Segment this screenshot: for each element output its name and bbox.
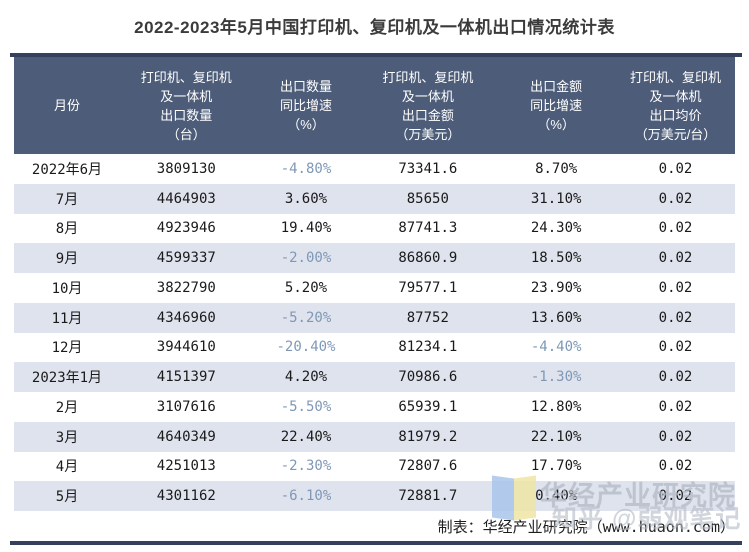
cell-quantity-growth: -2.00%: [280, 250, 332, 267]
column-header-avg-price: 打印机、复印机 及一体机 出口均价 （万美元/台）: [616, 57, 735, 154]
column-header-value-growth: 出口金额 同比增速 （%）: [496, 57, 616, 154]
cell-quantity-growth: -2.30%: [280, 458, 332, 475]
cell-quantity: 3822790: [156, 279, 216, 296]
cell-avg-price: 0.02: [658, 279, 693, 296]
table-top-border: [10, 53, 742, 57]
cell-quantity-growth: -20.40%: [276, 339, 336, 356]
cell-value: 81234.1: [398, 339, 458, 356]
cell-quantity: 3107616: [156, 398, 216, 415]
column-header-export-value: 打印机、复印机 及一体机 出口金额 （万美元）: [359, 57, 497, 154]
cell-month: 10月: [51, 280, 83, 297]
cell-value-growth: 13.60%: [530, 309, 582, 326]
cell-avg-price: 0.02: [658, 369, 693, 386]
table-row: 8月 4923946 19.40% 87741.3 24.30% 0.02: [14, 214, 735, 244]
cell-value-growth: 18.50%: [530, 250, 582, 267]
column-header-export-quantity: 打印机、复印机 及一体机 出口数量 （台）: [119, 57, 253, 154]
cell-quantity: 3809130: [156, 160, 216, 177]
cell-quantity: 4346960: [156, 309, 216, 326]
table-row: 2月 3107616 -5.50% 65939.1 12.80% 0.02: [14, 392, 735, 422]
cell-value: 85650: [406, 190, 449, 207]
cell-value-growth: 31.10%: [530, 190, 582, 207]
cell-value-growth: -1.30%: [530, 369, 582, 386]
cell-quantity: 4923946: [156, 220, 216, 237]
table-row: 2022年6月 3809130 -4.80% 73341.6 8.70% 0.0…: [14, 154, 735, 184]
cell-month: 2023年1月: [31, 370, 103, 387]
cell-quantity-growth: 22.40%: [280, 428, 332, 445]
cell-month: 2022年6月: [31, 161, 103, 178]
cell-value: 72881.7: [398, 488, 458, 505]
cell-value: 70986.6: [398, 369, 458, 386]
cell-avg-price: 0.02: [658, 220, 693, 237]
cell-quantity-growth: -5.50%: [280, 398, 332, 415]
cell-value: 72807.6: [398, 458, 458, 475]
cell-avg-price: 0.02: [658, 428, 693, 445]
cell-value-growth: 23.90%: [530, 279, 582, 296]
table-bottom-border: [10, 541, 742, 545]
cell-quantity-growth: 5.20%: [284, 279, 328, 296]
cell-month: 8月: [55, 221, 79, 238]
cell-value-growth: 0.40%: [535, 488, 578, 505]
table-header-row: 月份 打印机、复印机 及一体机 出口数量 （台） 出口数量 同比增速 （%） 打…: [14, 57, 735, 154]
cell-value: 79577.1: [398, 279, 458, 296]
cell-value-growth: 8.70%: [535, 160, 578, 177]
cell-quantity: 4599337: [156, 250, 216, 267]
table-row: 2023年1月 4151397 4.20% 70986.6 -1.30% 0.0…: [14, 362, 735, 392]
column-header-quantity-growth: 出口数量 同比增速 （%）: [252, 57, 360, 154]
cell-month: 3月: [55, 429, 79, 446]
cell-avg-price: 0.02: [658, 190, 693, 207]
cell-value: 87741.3: [398, 220, 458, 237]
table-row: 4月 4251013 -2.30% 72807.6 17.70% 0.02: [14, 452, 735, 482]
cell-value: 86860.9: [398, 250, 458, 267]
cell-avg-price: 0.02: [658, 488, 693, 505]
cell-month: 7月: [55, 191, 79, 208]
cell-value-growth: 12.80%: [530, 398, 582, 415]
cell-month: 4月: [55, 459, 79, 476]
cell-quantity-growth: 19.40%: [280, 220, 332, 237]
table-row: 11月 4346960 -5.20% 87752 13.60% 0.02: [14, 302, 735, 333]
cell-quantity: 4251013: [156, 458, 216, 475]
cell-quantity-growth: 4.20%: [284, 369, 328, 386]
cell-avg-price: 0.02: [658, 398, 693, 415]
cell-value-growth: 22.10%: [530, 428, 582, 445]
cell-quantity-growth: 3.60%: [284, 190, 328, 207]
cell-quantity-growth: -5.20%: [280, 309, 332, 326]
cell-avg-price: 0.02: [658, 339, 693, 356]
cell-avg-price: 0.02: [658, 458, 693, 475]
cell-avg-price: 0.02: [658, 160, 693, 177]
cell-month: 11月: [51, 310, 83, 327]
cell-quantity: 4464903: [156, 190, 216, 207]
table-row: 3月 4640349 22.40% 81979.2 22.10% 0.02: [14, 421, 735, 452]
cell-value-growth: 24.30%: [530, 220, 582, 237]
cell-month: 9月: [55, 251, 79, 268]
cell-avg-price: 0.02: [658, 309, 693, 326]
cell-avg-price: 0.02: [658, 250, 693, 267]
export-statistics-table: 月份 打印机、复印机 及一体机 出口数量 （台） 出口数量 同比增速 （%） 打…: [14, 57, 735, 511]
cell-quantity: 4640349: [156, 428, 216, 445]
cell-quantity: 4151397: [156, 369, 216, 386]
credit-line: 制表：华经产业研究院（www.huaon.com）: [437, 518, 735, 536]
cell-value: 81979.2: [398, 428, 458, 445]
cell-value: 65939.1: [398, 398, 458, 415]
table-row: 9月 4599337 -2.00% 86860.9 18.50% 0.02: [14, 243, 735, 273]
table-row: 12月 3944610 -20.40% 81234.1 -4.40% 0.02: [14, 333, 735, 363]
cell-quantity-growth: -6.10%: [280, 488, 332, 505]
cell-value: 87752: [406, 309, 449, 326]
cell-month: 12月: [51, 340, 83, 357]
cell-quantity: 3944610: [156, 339, 216, 356]
table-row: 5月 4301162 -6.10% 72881.7 0.40% 0.02: [14, 481, 735, 511]
cell-value-growth: 17.70%: [530, 458, 582, 475]
cell-month: 2月: [55, 399, 79, 416]
cell-value-growth: -4.40%: [530, 339, 582, 356]
table-row: 7月 4464903 3.60% 85650 31.10% 0.02: [14, 183, 735, 214]
column-header-month: 月份: [14, 57, 120, 154]
page-title: 2022-2023年5月中国打印机、复印机及一体机出口情况统计表: [134, 18, 615, 37]
cell-month: 5月: [55, 489, 79, 506]
cell-quantity-growth: -4.80%: [280, 160, 332, 177]
cell-value: 73341.6: [398, 160, 458, 177]
table-row: 10月 3822790 5.20% 79577.1 23.90% 0.02: [14, 273, 735, 303]
cell-quantity: 4301162: [156, 488, 216, 505]
